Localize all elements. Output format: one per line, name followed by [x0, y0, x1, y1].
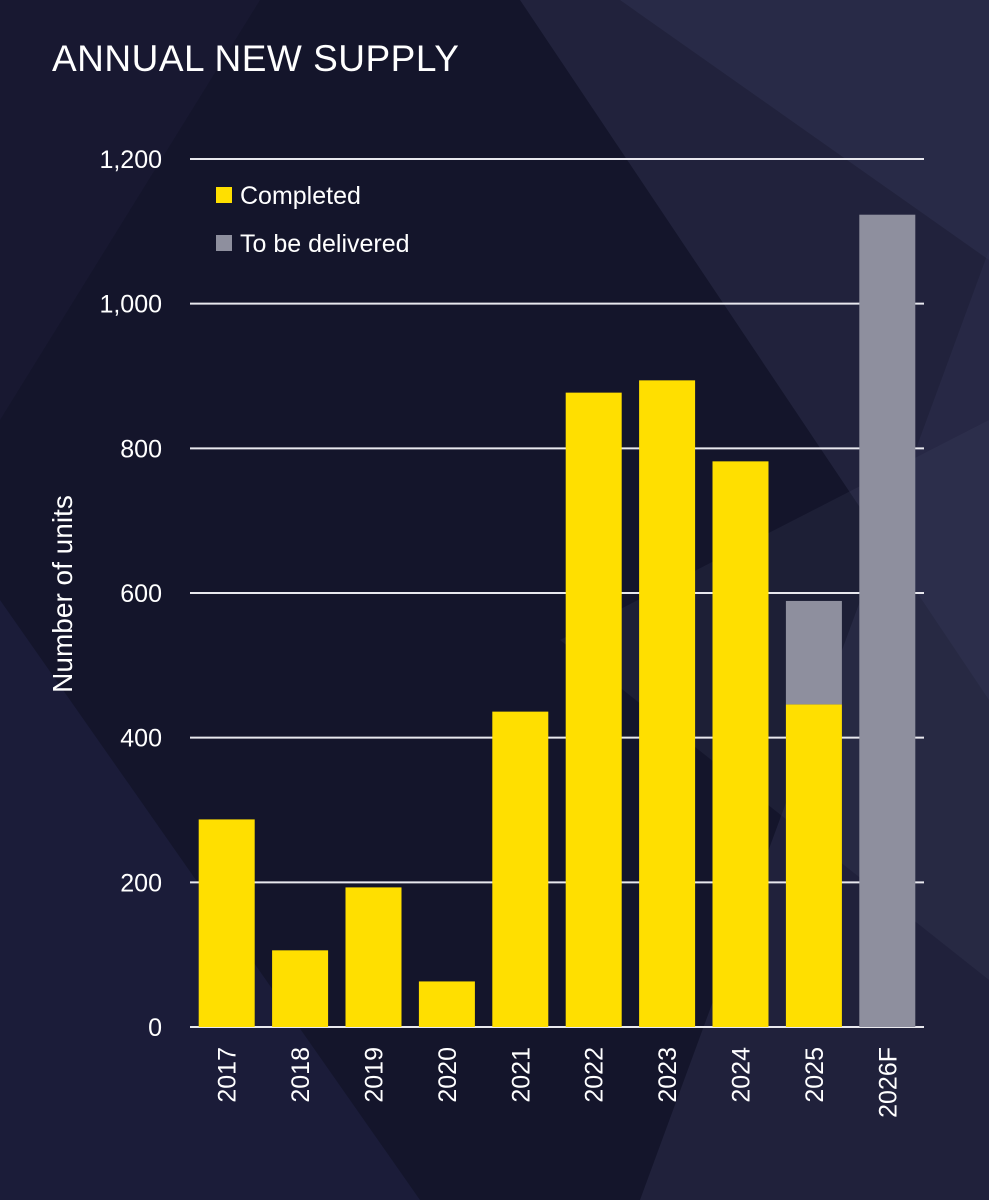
legend-swatch — [216, 187, 232, 203]
y-tick-label: 1,000 — [99, 291, 162, 319]
x-tick-label: 2023 — [654, 1047, 682, 1103]
x-tick-label: 2022 — [581, 1047, 609, 1103]
x-tick-label: 2019 — [361, 1047, 389, 1103]
x-tick-label: 2020 — [434, 1047, 462, 1103]
x-tick-label: 2018 — [287, 1047, 315, 1103]
x-tick-label: 2025 — [801, 1047, 829, 1103]
x-tick-label: 2026F — [874, 1047, 902, 1118]
y-tick-label: 1,200 — [99, 146, 162, 174]
bar-segment — [492, 711, 549, 1027]
y-tick-label: 800 — [120, 435, 162, 463]
bar-segment — [712, 461, 769, 1027]
bar-segment — [785, 600, 842, 705]
y-axis-ticks: 0 200 400 600 800 1,000 1,200 — [99, 146, 162, 1042]
x-tick-label: 2021 — [507, 1047, 535, 1103]
y-tick-label: 600 — [120, 580, 162, 608]
x-tick-label: 2024 — [728, 1047, 756, 1103]
bar-segment — [565, 392, 622, 1027]
bar-segment — [785, 704, 842, 1027]
y-tick-label: 200 — [120, 869, 162, 897]
y-axis-title: Number of units — [47, 495, 78, 693]
bars — [198, 214, 916, 1028]
chart-title: ANNUAL NEW SUPPLY — [52, 38, 460, 79]
legend-label: Completed — [240, 182, 361, 210]
legend-label: To be delivered — [240, 230, 410, 258]
x-axis-ticks: 2017 2018 2019 2020 2021 2022 2023 2024 2025 2026… — [214, 1047, 903, 1118]
legend-swatch — [216, 235, 232, 251]
bar-segment — [198, 819, 255, 1027]
y-tick-label: 400 — [120, 725, 162, 753]
bar-segment — [418, 981, 475, 1027]
legend: Completed To be delivered — [216, 182, 410, 258]
bar-segment — [272, 950, 329, 1027]
x-tick-label: 2017 — [214, 1047, 242, 1103]
bar-segment — [639, 380, 696, 1028]
bar-segment — [345, 887, 402, 1027]
y-tick-label: 0 — [148, 1014, 162, 1042]
bar-segment — [859, 214, 916, 1028]
